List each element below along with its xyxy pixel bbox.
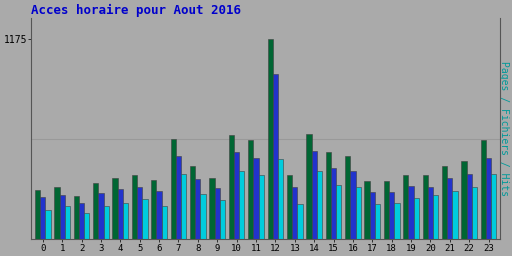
Bar xyxy=(162,206,167,239)
Bar xyxy=(365,182,370,239)
Bar xyxy=(176,156,181,239)
Bar xyxy=(142,199,147,239)
Bar xyxy=(461,161,466,239)
Bar xyxy=(273,74,278,239)
Bar xyxy=(181,174,186,239)
Bar xyxy=(345,156,350,239)
Bar xyxy=(239,171,244,239)
Bar xyxy=(317,171,322,239)
Bar xyxy=(326,152,331,239)
Bar xyxy=(229,135,234,239)
Bar xyxy=(118,189,123,239)
Bar xyxy=(481,141,486,239)
Bar xyxy=(466,174,472,239)
Bar xyxy=(331,168,336,239)
Bar xyxy=(472,187,477,239)
Bar xyxy=(292,187,297,239)
Bar xyxy=(220,200,225,239)
Bar xyxy=(200,194,206,239)
Bar xyxy=(389,193,394,239)
Bar xyxy=(190,166,195,239)
Bar xyxy=(98,193,103,239)
Bar xyxy=(409,186,414,239)
Bar xyxy=(79,203,84,239)
Bar xyxy=(137,187,142,239)
Bar xyxy=(65,206,70,239)
Bar xyxy=(103,206,109,239)
Bar xyxy=(355,187,361,239)
Bar xyxy=(350,171,355,239)
Bar xyxy=(486,157,491,239)
Text: Acces horaire pour Aout 2016: Acces horaire pour Aout 2016 xyxy=(31,4,241,17)
Bar xyxy=(311,151,317,239)
Bar xyxy=(54,187,59,239)
Bar xyxy=(447,178,453,239)
Bar xyxy=(278,159,283,239)
Bar xyxy=(234,152,239,239)
Bar xyxy=(59,195,65,239)
Bar xyxy=(215,188,220,239)
Bar xyxy=(453,191,458,239)
Bar xyxy=(384,182,389,239)
Bar xyxy=(422,175,428,239)
Bar xyxy=(336,185,342,239)
Bar xyxy=(394,203,399,239)
Bar xyxy=(157,191,162,239)
Bar xyxy=(414,198,419,239)
Bar xyxy=(93,183,98,239)
Bar xyxy=(84,213,90,239)
Bar xyxy=(74,196,79,239)
Bar xyxy=(433,195,438,239)
Bar xyxy=(428,187,433,239)
Bar xyxy=(297,204,303,239)
Bar xyxy=(46,209,51,239)
Bar xyxy=(267,39,273,239)
Bar xyxy=(253,157,259,239)
Y-axis label: Pages / Fichiers / Hits: Pages / Fichiers / Hits xyxy=(499,61,508,196)
Bar xyxy=(403,175,409,239)
Bar xyxy=(113,178,118,239)
Bar xyxy=(151,180,157,239)
Bar xyxy=(259,175,264,239)
Bar xyxy=(248,141,253,239)
Bar xyxy=(370,192,375,239)
Bar xyxy=(195,179,200,239)
Bar xyxy=(375,204,380,239)
Bar xyxy=(40,197,46,239)
Bar xyxy=(491,174,497,239)
Bar xyxy=(132,175,137,239)
Bar xyxy=(306,134,311,239)
Bar xyxy=(209,178,215,239)
Bar xyxy=(170,139,176,239)
Bar xyxy=(35,190,40,239)
Bar xyxy=(123,203,128,239)
Bar xyxy=(287,175,292,239)
Bar xyxy=(442,166,447,239)
